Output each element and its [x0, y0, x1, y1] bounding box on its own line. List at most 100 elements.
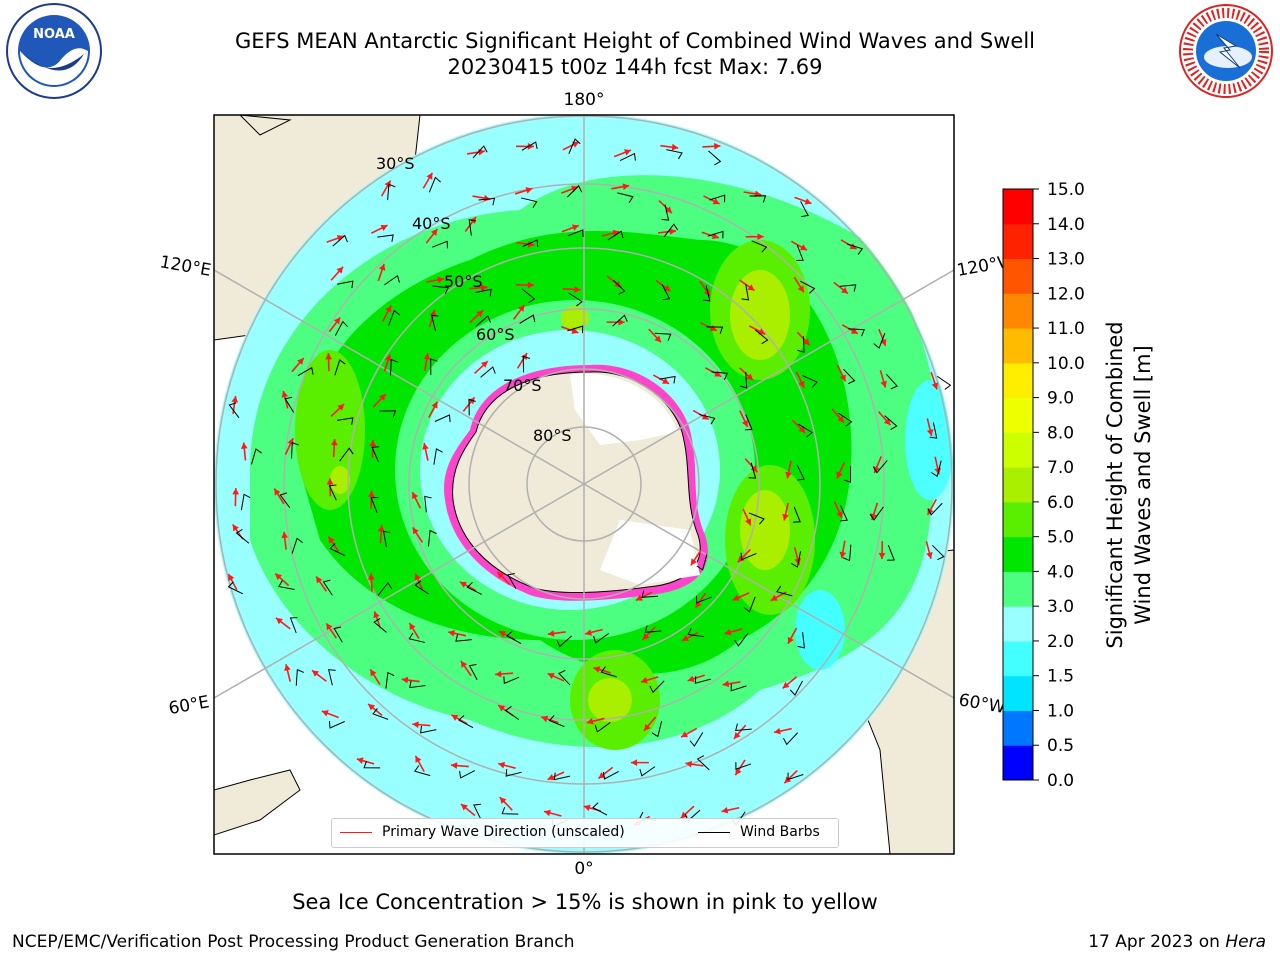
wind-barb — [730, 683, 747, 692]
colorbar-cell — [1003, 745, 1033, 781]
colorbar-tick-label: 8.0 — [1047, 423, 1074, 443]
wind-barb — [336, 417, 354, 425]
wind-barb — [783, 732, 799, 746]
wave-arrow-head — [770, 594, 778, 601]
wind-barb — [521, 141, 538, 151]
colorbar-cell — [1003, 293, 1033, 329]
wind-barb — [384, 274, 400, 286]
wave-arrow-head — [687, 675, 695, 682]
wave-arrow-head — [630, 759, 638, 766]
wind-barb — [385, 671, 395, 689]
wind-barb — [227, 581, 244, 595]
wind-barb — [617, 192, 634, 203]
wave-arrow-head — [451, 714, 459, 721]
wave-arrow-head — [481, 284, 488, 292]
colorbar-tick-label: 11.0 — [1047, 319, 1085, 339]
wave-arrow-head — [497, 571, 505, 579]
wave-arrow-head — [527, 281, 534, 289]
wave-arrow-head — [373, 611, 380, 619]
colorbar-tick-label: 12.0 — [1047, 284, 1085, 304]
wind-barb — [553, 772, 571, 781]
wind-barb — [503, 676, 520, 685]
wind-barb — [284, 396, 295, 413]
wind-barb — [607, 230, 624, 241]
wind-barb — [522, 355, 531, 373]
wind-barb — [651, 720, 663, 738]
colorbar-tick-label: 1.0 — [1047, 701, 1074, 721]
wind-barb — [740, 552, 757, 561]
wind-barb — [734, 632, 749, 647]
wave-arrow-head — [412, 492, 419, 500]
wave-arrow-head — [384, 354, 392, 362]
wind-barb — [228, 402, 240, 419]
wave-arrow-head — [468, 397, 475, 405]
wind-barb — [797, 631, 806, 649]
wind-barb — [932, 544, 945, 561]
wave-arrow-head — [774, 727, 781, 735]
wind-barb — [434, 414, 451, 423]
colorbar-tick-label: 13.0 — [1047, 250, 1085, 270]
wave-arrow-head — [746, 373, 753, 381]
wave-arrow-head — [336, 234, 344, 242]
colorbar-tick-label: 14.0 — [1047, 215, 1085, 235]
wind-barb — [735, 762, 752, 770]
wind-barb — [466, 582, 482, 595]
map-legend: Primary Wave Direction (unscaled) Wind B… — [331, 818, 839, 848]
wave-arrow-head — [281, 390, 289, 398]
wave-arrow-head — [714, 142, 721, 150]
lat-label-30s: 30°S — [376, 154, 415, 173]
wind-barb — [235, 528, 250, 544]
wind-barb — [329, 543, 345, 556]
colorbar-label-line1: Significant Height of Combined — [1103, 321, 1127, 648]
wave-arrow-head — [785, 471, 792, 479]
wind-barb — [370, 496, 379, 513]
wave-arrow-head — [662, 377, 670, 384]
wind-barb — [521, 197, 538, 208]
wave-arrow-head — [379, 393, 386, 401]
wave-arrow-head — [800, 244, 808, 251]
wind-barb — [475, 288, 492, 297]
wave-arrow-head — [642, 633, 650, 640]
wind-barb — [929, 422, 938, 439]
wave-arrow-head — [547, 630, 555, 637]
wave-arrow-head — [574, 286, 581, 293]
wave-arrow-head — [714, 370, 722, 377]
wave-arrow-head — [750, 465, 758, 473]
wind-barb — [886, 373, 899, 390]
wind-barb — [548, 714, 565, 728]
wind-barb — [743, 596, 756, 613]
wind-barb — [789, 680, 803, 696]
wind-barb — [322, 579, 333, 596]
wave-arrow-head — [476, 310, 484, 318]
wave-arrow-head — [275, 617, 283, 625]
legend-wave-label: Primary Wave Direction (unscaled) — [382, 824, 625, 840]
wind-barb — [409, 680, 426, 689]
footer-branch: NCEP/EMC/Verification Post Processing Pr… — [12, 932, 575, 952]
wind-barb — [796, 464, 805, 481]
wave-arrow-head — [722, 680, 730, 688]
wind-barb — [328, 720, 345, 729]
wave-arrow-head — [370, 669, 377, 677]
wind-barb — [796, 245, 804, 262]
wind-barb — [519, 314, 536, 324]
wave-arrow-head — [460, 660, 468, 668]
colorbar-cell — [1003, 501, 1033, 538]
lat-label-60s: 60°S — [476, 325, 515, 344]
wind-barb — [506, 630, 522, 645]
wind-barb — [837, 412, 853, 427]
wave-arrow-head — [422, 443, 429, 450]
wind-barb — [328, 669, 336, 686]
colorbar-cell — [1003, 223, 1033, 260]
wave-arrow-head — [437, 276, 444, 284]
colorbar-tick-label: 9.0 — [1047, 389, 1074, 409]
colorbar-tick-label: 10.0 — [1047, 354, 1085, 374]
wave-arrow-head — [758, 328, 766, 335]
wind-barb — [414, 580, 429, 595]
colorbar-tick-label: 15.0 — [1047, 180, 1085, 200]
meridian-lines — [214, 115, 954, 854]
wind-barb — [602, 770, 619, 780]
wind-barb — [884, 415, 898, 431]
wave-arrow-head — [380, 224, 388, 231]
wave-arrow-head — [744, 518, 752, 526]
wave-arrow-head — [685, 760, 693, 768]
